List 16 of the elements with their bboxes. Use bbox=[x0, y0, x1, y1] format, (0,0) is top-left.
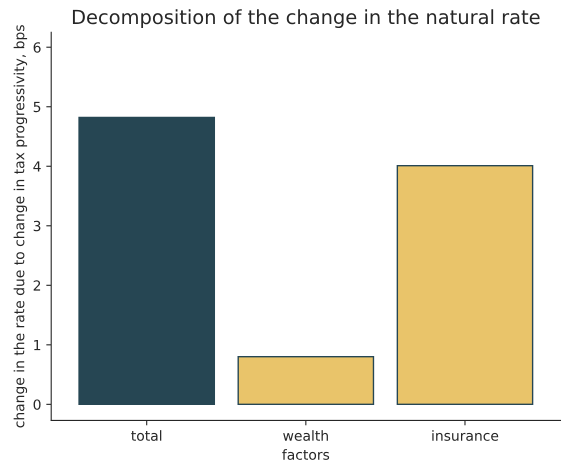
y-tick-label: 1 bbox=[34, 340, 40, 350]
x-tick-label: insurance bbox=[432, 430, 498, 441]
y-tick-label: 6 bbox=[34, 42, 41, 53]
y-axis-title: change in the rate due to change in tax progressivity, bps bbox=[14, 25, 28, 428]
x-tick-label: total bbox=[131, 430, 162, 441]
chart-title: Decomposition of the change in the natural rate bbox=[72, 9, 540, 28]
y-tick-label: 3 bbox=[34, 220, 40, 232]
bar bbox=[396, 164, 534, 406]
bar bbox=[78, 116, 216, 406]
y-tick-label: 0 bbox=[34, 399, 41, 410]
bar bbox=[238, 356, 374, 406]
y-tick-label: 2 bbox=[34, 280, 40, 291]
x-tick-label: wealth bbox=[283, 430, 328, 441]
x-axis-title: factors bbox=[282, 449, 330, 460]
y-tick-label: 5 bbox=[34, 102, 40, 112]
y-tick-label: 4 bbox=[33, 161, 41, 172]
